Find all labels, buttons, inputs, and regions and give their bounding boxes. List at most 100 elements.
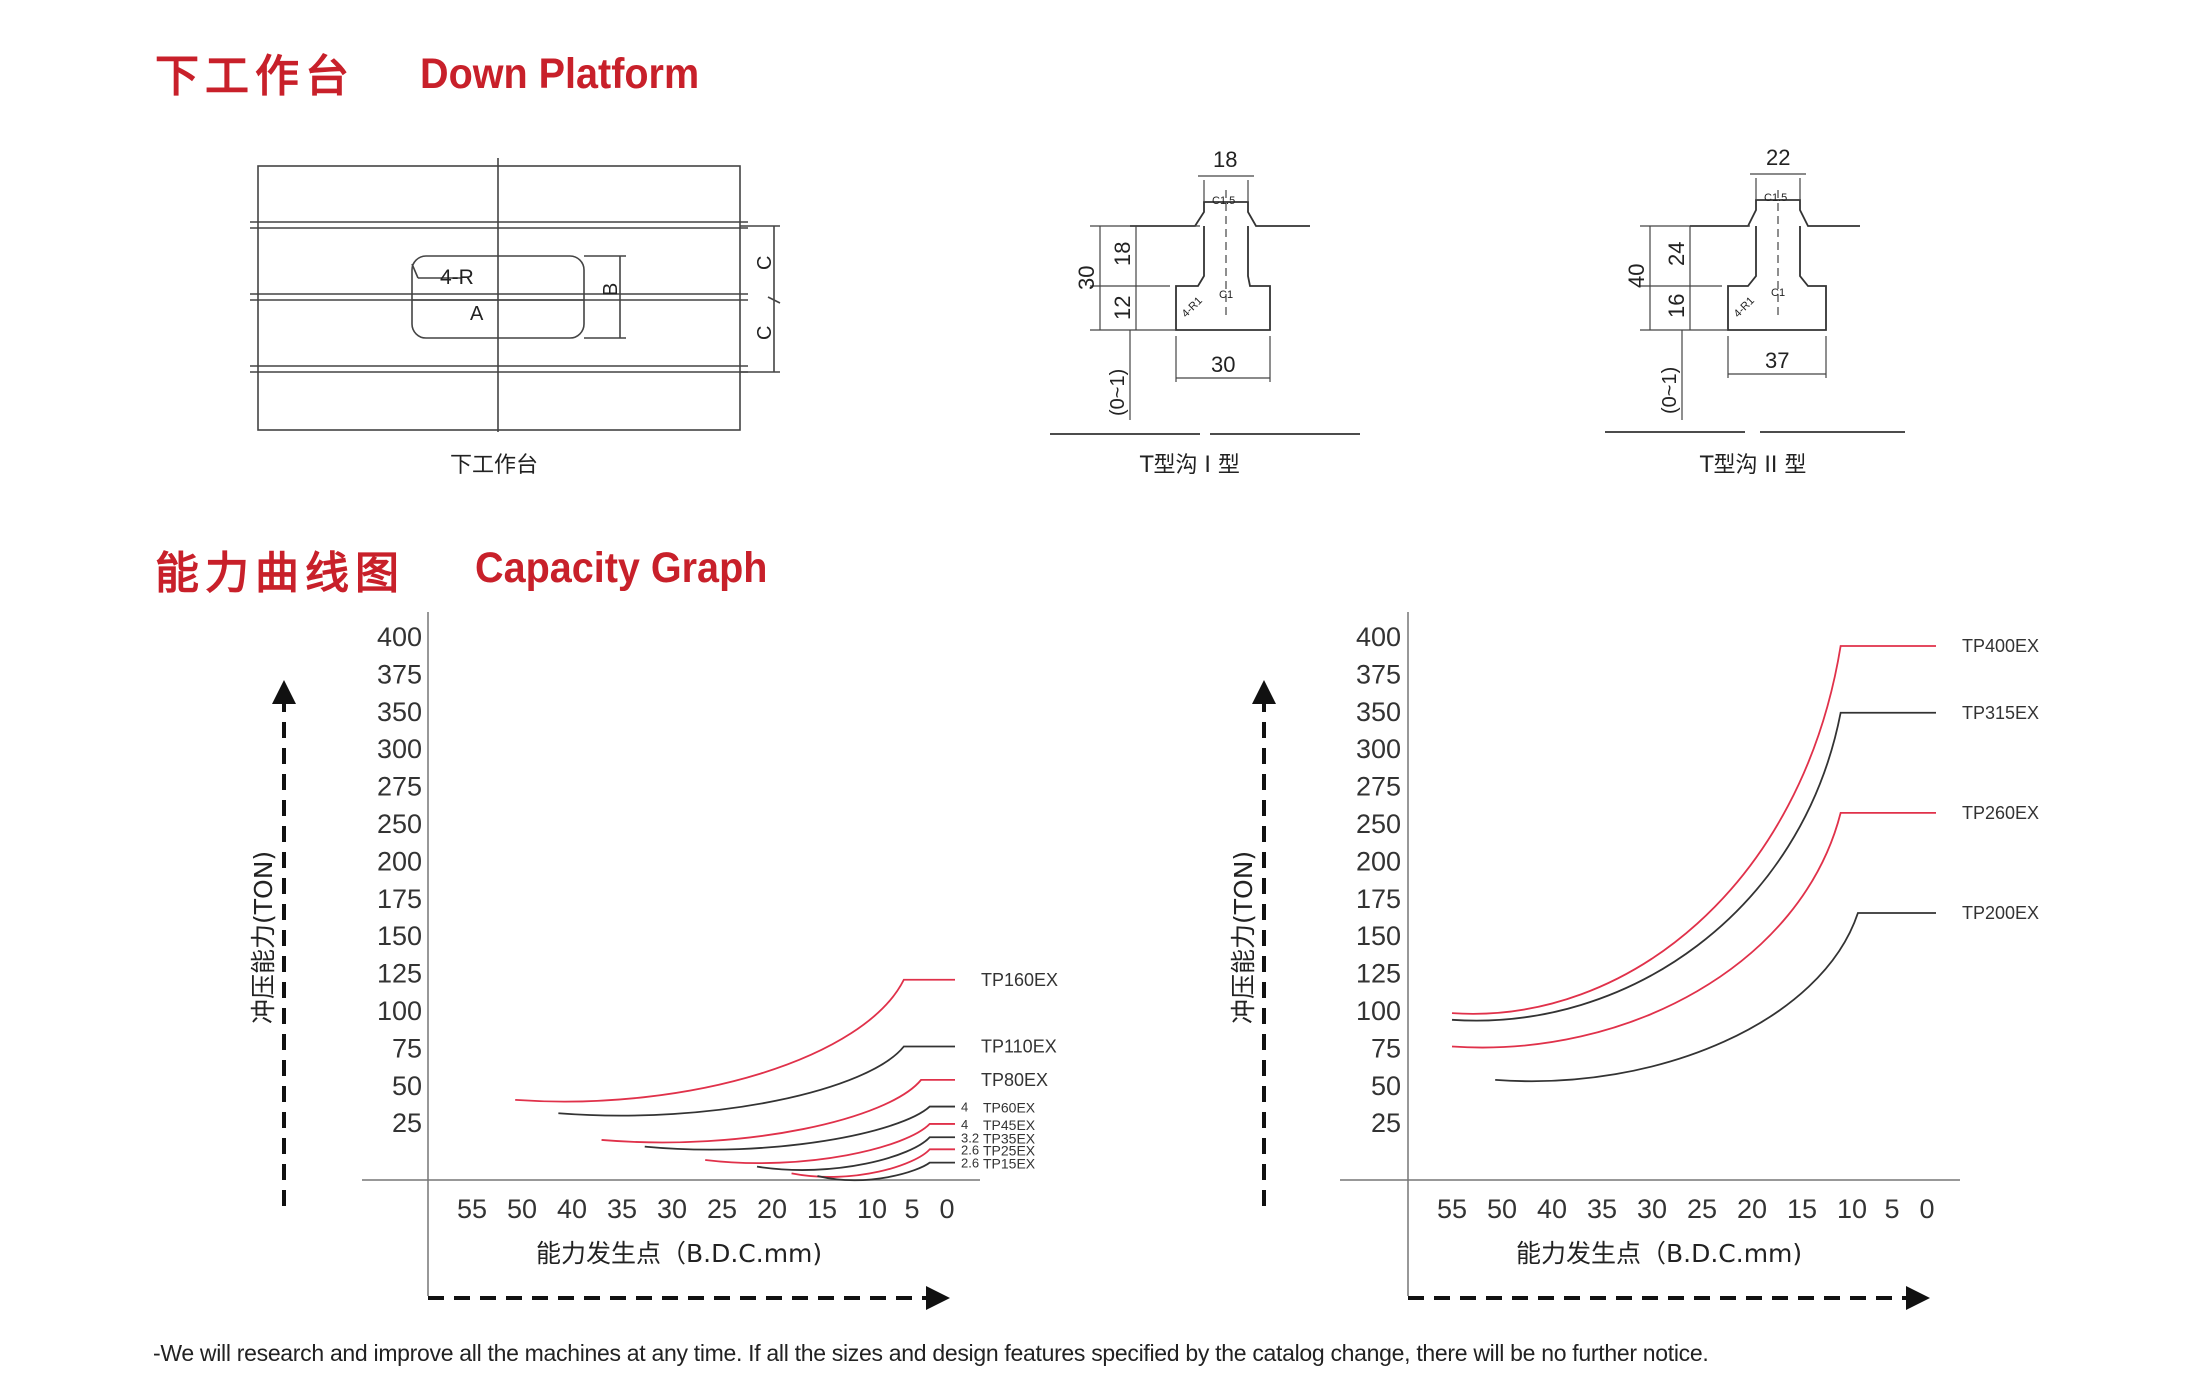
x-tick-label: 40 <box>1537 1194 1567 1224</box>
y-tick-label: 350 <box>377 697 422 727</box>
x-tick-label: 25 <box>1687 1194 1717 1224</box>
tslot-1-total-dim: 30 <box>1074 266 1099 290</box>
tslot-2-top-dim: 22 <box>1766 145 1790 170</box>
tslot-1-lower-dim: 12 <box>1110 296 1135 320</box>
tslot-2-total-dim: 40 <box>1624 264 1649 288</box>
x-tick-label: 15 <box>1787 1194 1817 1224</box>
y-tick-label: 100 <box>1356 996 1401 1026</box>
y-axis-title: 冲压能力(TON) <box>249 851 278 1024</box>
series-tag: 2.6 <box>961 1142 979 1157</box>
x-tick-label: 25 <box>707 1194 737 1224</box>
tslot-2-base-dim: 37 <box>1765 348 1789 373</box>
y-tick-label: 175 <box>377 884 422 914</box>
tslot-2-caption: T型沟 II 型 <box>1699 453 1806 478</box>
series-name: TP110EX <box>981 1037 1057 1057</box>
y-tick-label: 250 <box>1356 809 1401 839</box>
y-tick-label: 400 <box>1356 622 1401 652</box>
x-tick-label: 0 <box>939 1194 954 1224</box>
y-tick-label: 300 <box>377 734 422 764</box>
x-tick-label: 5 <box>1884 1194 1899 1224</box>
y-tick-label: 300 <box>1356 734 1401 764</box>
platform-r-label: 4-R <box>440 266 474 289</box>
series-name: TP160EX <box>981 970 1058 990</box>
y-axis-title: 冲压能力(TON) <box>1229 851 1258 1024</box>
footnote: -We will research and improve all the ma… <box>153 1340 1709 1366</box>
y-tick-label: 25 <box>392 1108 422 1138</box>
series-name: TP260EX <box>1962 803 2039 823</box>
tslot-1-base-dim: 30 <box>1211 352 1235 377</box>
y-tick-label: 350 <box>1356 697 1401 727</box>
tslot-1-c1-label: C1 <box>1219 289 1233 301</box>
x-tick-label: 30 <box>1637 1194 1667 1224</box>
series-tag: 2.6 <box>961 1156 979 1171</box>
series-line <box>1451 811 1936 1049</box>
tslot-1-upper-dim: 18 <box>1110 242 1135 266</box>
x-arrow-head <box>1906 1286 1930 1310</box>
y-tick-label: 50 <box>392 1071 422 1101</box>
series-name: TP80EX <box>981 1070 1048 1090</box>
series-line <box>1451 645 1936 1015</box>
y-arrow-head <box>272 680 296 704</box>
series-name: TP15EX <box>983 1156 1036 1172</box>
x-tick-label: 0 <box>1919 1194 1934 1224</box>
x-tick-label: 35 <box>607 1194 637 1224</box>
tslot-1-top-dim: 18 <box>1213 147 1237 172</box>
y-tick-label: 175 <box>1356 884 1401 914</box>
series-line <box>756 1136 955 1171</box>
x-tick-label: 10 <box>857 1194 887 1224</box>
x-tick-label: 50 <box>507 1194 537 1224</box>
series-name: TP25EX <box>983 1142 1036 1158</box>
y-tick-label: 200 <box>1356 846 1401 876</box>
series-name: TP35EX <box>983 1130 1036 1146</box>
series-line <box>1495 912 1936 1083</box>
platform-c-top-label: C <box>754 256 776 270</box>
y-tick-label: 150 <box>1356 921 1401 951</box>
y-tick-label: 50 <box>1371 1071 1401 1101</box>
x-tick-label: 40 <box>557 1194 587 1224</box>
y-tick-label: 75 <box>392 1033 422 1063</box>
x-tick-label: 55 <box>457 1194 487 1224</box>
series-name: TP60EX <box>983 1100 1036 1116</box>
series-line <box>705 1123 955 1165</box>
tslot-2-upper-dim: 24 <box>1664 242 1689 266</box>
capacity-title-en: Capacity Graph <box>475 544 768 592</box>
series-name: TP200EX <box>1962 903 2039 923</box>
capacity-title-cn: 能力曲线图 <box>155 548 405 599</box>
x-tick-label: 10 <box>1837 1194 1867 1224</box>
x-tick-label: 15 <box>807 1194 837 1224</box>
y-tick-label: 25 <box>1371 1108 1401 1138</box>
y-tick-label: 400 <box>377 622 422 652</box>
y-tick-label: 375 <box>1356 659 1401 689</box>
y-tick-label: 250 <box>377 809 422 839</box>
tslot-2-lower-dim: 16 <box>1664 294 1689 318</box>
y-tick-label: 125 <box>1356 959 1401 989</box>
platform-caption: 下工作台 <box>450 453 538 478</box>
tslot-2-r-label: 4-R1 <box>1732 295 1757 320</box>
x-axis-title: 能力发生点（B.D.C.mm) <box>1516 1239 1802 1268</box>
tslot-1-caption: T型沟 I 型 <box>1139 453 1240 478</box>
tslot-1-r-label: 4-R1 <box>1180 295 1205 320</box>
platform-a-label: A <box>470 303 484 325</box>
tslot-2-gap-dim: (0~1) <box>1659 367 1681 414</box>
y-tick-label: 150 <box>377 921 422 951</box>
series-line <box>558 1045 955 1117</box>
platform-c-bottom-label: C <box>754 326 776 340</box>
y-tick-label: 275 <box>377 772 422 802</box>
y-tick-label: 375 <box>377 659 422 689</box>
y-tick-label: 75 <box>1371 1033 1401 1063</box>
series-tag: 4 <box>961 1117 968 1132</box>
series-tag: 3.2 <box>961 1130 979 1145</box>
tslot-1-c-label: C1.5 <box>1212 195 1235 207</box>
platform-title-cn: 下工作台 <box>155 51 355 102</box>
tslot-2-c1-label: C1 <box>1771 287 1785 299</box>
x-tick-label: 20 <box>757 1194 787 1224</box>
x-tick-label: 5 <box>904 1194 919 1224</box>
series-line <box>644 1105 955 1151</box>
series-line <box>515 978 955 1103</box>
x-arrow-head <box>926 1286 950 1310</box>
